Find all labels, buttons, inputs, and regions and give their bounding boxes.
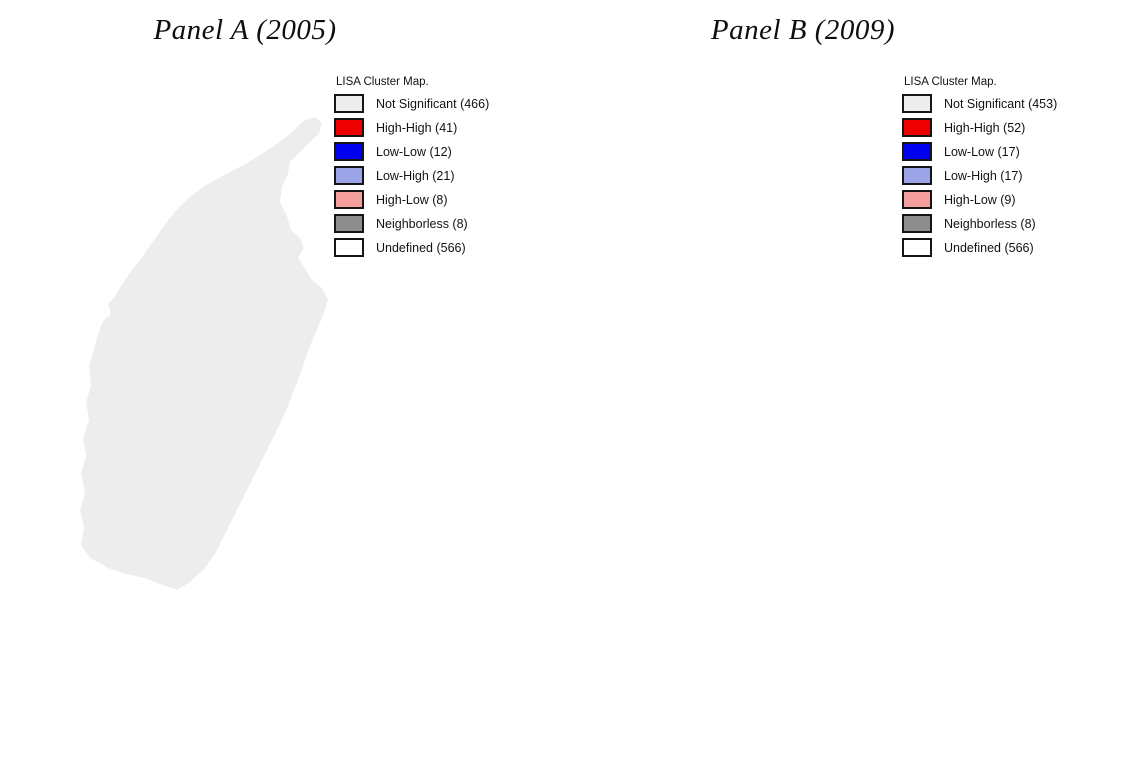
- legend-label: Low-Low (12): [376, 144, 452, 159]
- legend-item-low-high: Low-High (21): [334, 166, 569, 185]
- legend-label: Neighborless (8): [944, 216, 1036, 231]
- swatch-low-low: [902, 142, 932, 161]
- swatch-undefined: [334, 238, 364, 257]
- swatch-low-high: [902, 166, 932, 185]
- legend-label: Low-High (21): [376, 168, 455, 183]
- legend-item-low-low: Low-Low (17): [902, 142, 1125, 161]
- legend-label: Not Significant (453): [944, 96, 1058, 111]
- legend-item-high-high: High-High (41): [334, 118, 569, 137]
- legend-item-high-low: High-Low (8): [334, 190, 569, 209]
- swatch-low-low: [334, 142, 364, 161]
- legend-label: Undefined (566): [944, 240, 1034, 255]
- swatch-high-low: [334, 190, 364, 209]
- legend-item-neighborless: Neighborless (8): [902, 214, 1125, 233]
- legend-label: Neighborless (8): [376, 216, 468, 231]
- swatch-high-low: [902, 190, 932, 209]
- choropleth-map-panel-a: [80, 117, 473, 738]
- swatch-neighborless: [902, 214, 932, 233]
- legend-item-not-significant: Not Significant (453): [902, 94, 1125, 113]
- panel-b-title: Panel B (2009): [710, 14, 896, 46]
- legend-item-not-significant: Not Significant (466): [334, 94, 569, 113]
- legend-label: Undefined (566): [376, 240, 466, 255]
- swatch-high-high: [902, 118, 932, 137]
- swatch-neighborless: [334, 214, 364, 233]
- legend-label: High-High (41): [376, 120, 458, 135]
- legend-item-low-high: Low-High (17): [902, 166, 1125, 185]
- legend-label: Low-Low (17): [944, 144, 1020, 159]
- legend-label: High-Low (8): [376, 192, 448, 207]
- swatch-not-significant: [902, 94, 932, 113]
- legend-item-undefined: Undefined (566): [902, 238, 1125, 257]
- legend-label: Low-High (17): [944, 168, 1023, 183]
- legend-item-undefined: Undefined (566): [334, 238, 569, 257]
- swatch-undefined: [902, 238, 932, 257]
- legend-panel-a: LISA Cluster Map. Not Significant (466) …: [334, 76, 569, 262]
- legend-title: LISA Cluster Map.: [904, 76, 997, 88]
- legend-title: LISA Cluster Map.: [336, 76, 429, 88]
- swatch-low-high: [334, 166, 364, 185]
- panel-a-title: Panel A (2005): [153, 14, 337, 46]
- legend-item-high-high: High-High (52): [902, 118, 1125, 137]
- legend-item-neighborless: Neighborless (8): [334, 214, 569, 233]
- legend-item-low-low: Low-Low (12): [334, 142, 569, 161]
- legend-label: High-Low (9): [944, 192, 1016, 207]
- legend-item-high-low: High-Low (9): [902, 190, 1125, 209]
- legend-panel-b: LISA Cluster Map. Not Significant (453) …: [902, 76, 1125, 262]
- legend-label: Not Significant (466): [376, 96, 490, 111]
- legend-label: High-High (52): [944, 120, 1026, 135]
- swatch-not-significant: [334, 94, 364, 113]
- swatch-high-high: [334, 118, 364, 137]
